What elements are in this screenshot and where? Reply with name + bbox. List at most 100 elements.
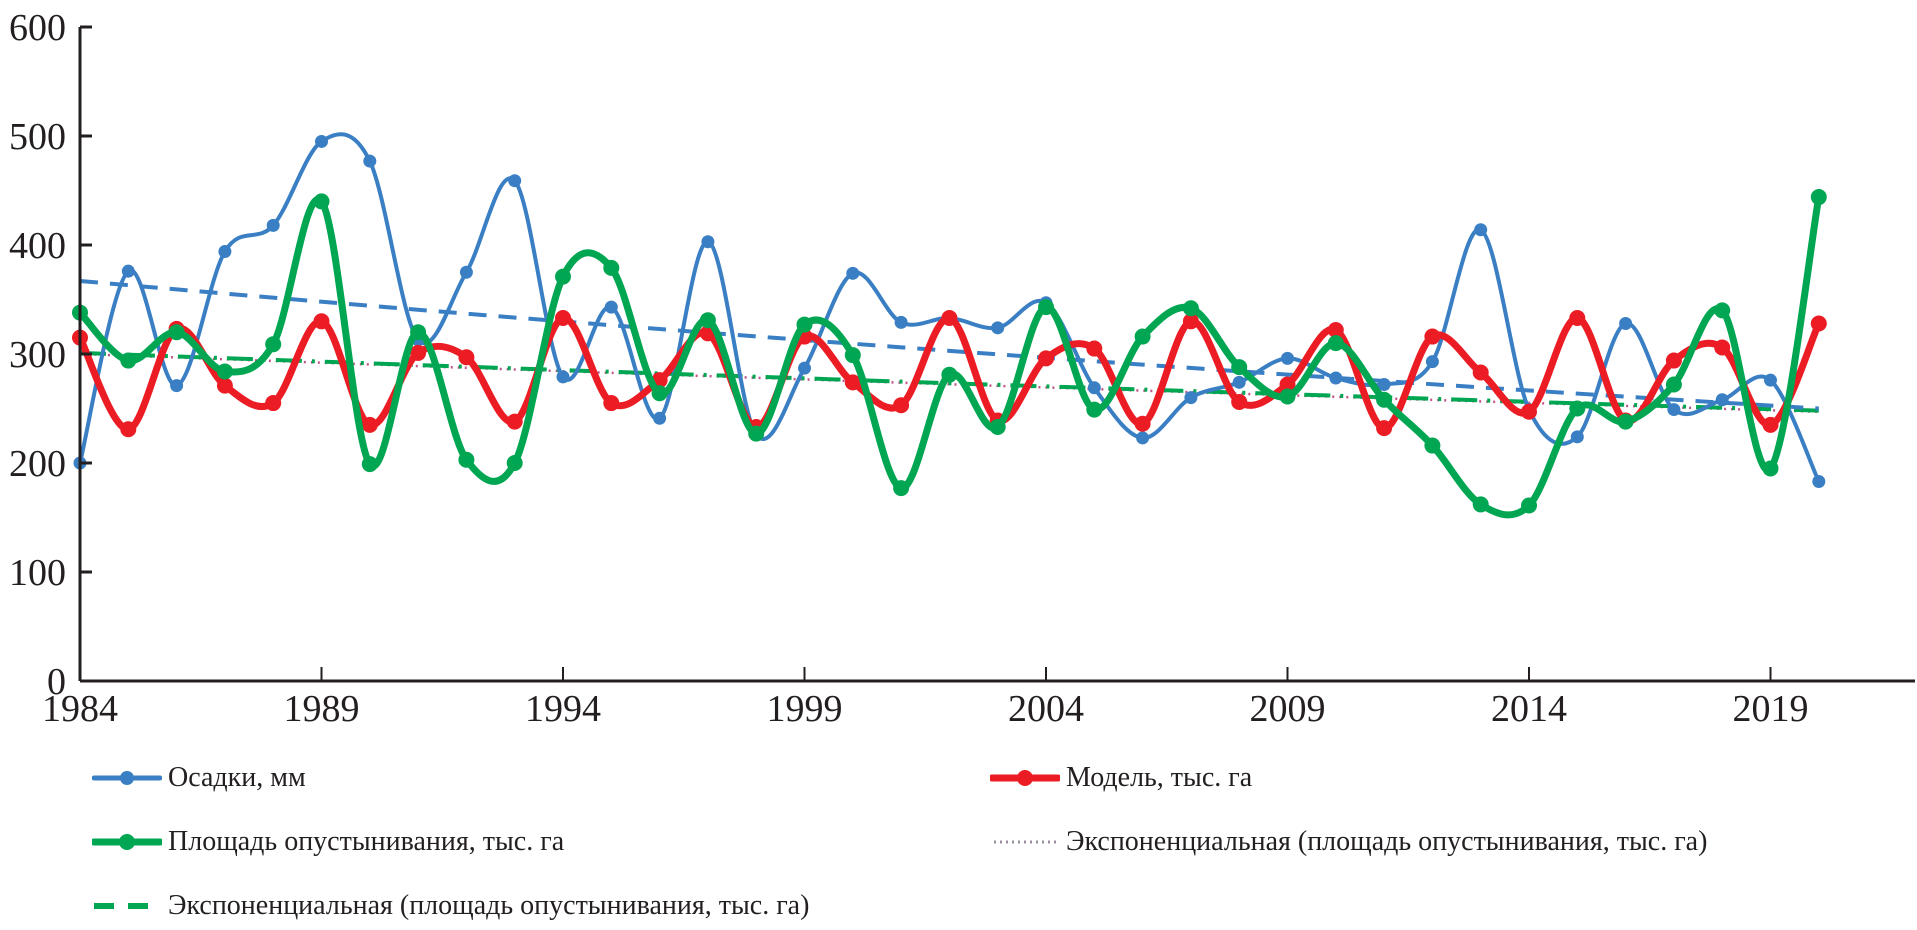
x-tick-label: 1984 [42, 688, 118, 730]
precipitation-point [315, 134, 328, 148]
precipitation-point [1184, 391, 1198, 405]
y-tick-label: 600 [9, 7, 66, 49]
y-tick-label: 500 [9, 116, 66, 158]
desertification-area-point [989, 419, 1006, 436]
legend-item-desert-area: Площадь опустынивания, тыс. га [92, 826, 564, 858]
model-point [506, 413, 523, 430]
x-tick-label: 2019 [1733, 688, 1809, 730]
model-point [361, 416, 378, 433]
model-point [265, 395, 282, 412]
precipitation-point [1474, 223, 1488, 237]
desertification-area-point [216, 363, 233, 380]
desertification-area-point [941, 366, 958, 383]
legend-label: Осадки, мм [168, 762, 306, 793]
desertification-area-point [1182, 300, 1199, 317]
desertification-area-point [1376, 391, 1393, 408]
x-tick-label: 2004 [1008, 688, 1084, 730]
legend-label: Площадь опустынивания, тыс. га [168, 826, 565, 857]
legend-item-exp-trend-dotted: Экспоненциальная (площадь опустынивания,… [990, 826, 1707, 858]
model-point [941, 310, 958, 327]
precipitation-point [1715, 393, 1729, 407]
desertification-area-point [1810, 189, 1827, 206]
exp-trend-green-dashed-line [79, 350, 1819, 413]
model-point [1762, 416, 1779, 433]
model-point [603, 395, 620, 412]
desertification-area-point [844, 347, 861, 364]
model-point [1231, 393, 1248, 410]
desertification-area-point [1279, 388, 1296, 405]
blue-line-marker-icon [92, 768, 162, 788]
desertification-area-point [1569, 400, 1586, 417]
precipitation-point [1232, 375, 1246, 389]
desertification-area-point [1134, 328, 1151, 345]
x-tick-label: 1994 [525, 688, 601, 730]
precipitation-point [556, 370, 570, 384]
model-point [1376, 420, 1393, 437]
precipitation-point [1812, 475, 1826, 489]
precipitation-point [1570, 430, 1584, 444]
precipitation-point [266, 218, 280, 232]
legend-item-model: Модель, тыс. га [990, 762, 1252, 794]
x-ticks: 1984 1989 1994 1999 2004 2009 2014 2019 [42, 667, 1809, 730]
desertification-area-point [120, 352, 137, 369]
desertification-area-point [1038, 299, 1054, 316]
desertification-area-point [555, 268, 571, 285]
model-point [1424, 328, 1441, 345]
precipitation-point [798, 361, 811, 375]
legend-label: Модель, тыс. га [1066, 762, 1253, 793]
desertification-area-point [893, 480, 910, 497]
legend-label: Экспоненциальная (площадь опустынивания,… [1066, 826, 1708, 857]
desertification-area-series [72, 189, 1827, 519]
model-point [1665, 352, 1682, 369]
desertification-area-point [1472, 496, 1489, 513]
desertification-area-point [1665, 376, 1682, 393]
model-point [120, 421, 137, 438]
desertification-area-point [410, 324, 427, 341]
desertification-area-point [1327, 335, 1344, 352]
precipitation-point [1329, 371, 1343, 385]
desertification-area-point [796, 316, 813, 333]
model-point [1279, 376, 1296, 393]
model-point [1327, 322, 1344, 339]
model-point [844, 374, 861, 391]
precipitation-point [363, 154, 377, 168]
precipitation-point [1619, 316, 1633, 330]
legend-item-exp-trend-dashed: Экспоненциальная (площадь опустынивания,… [92, 890, 809, 922]
precipitation-point [218, 245, 232, 259]
precipitation-point [1087, 381, 1101, 395]
desertification-area-point [1762, 460, 1779, 477]
model-point [893, 397, 910, 414]
desertification-area-point [361, 456, 378, 473]
precipitation-point [1281, 351, 1294, 365]
chart: 0 100 200 300 400 500 600 1984 1989 1994 1999 2004… [9, 7, 1915, 730]
precipitation-point [894, 315, 908, 329]
trend-lines [79, 278, 1819, 414]
model-point [1714, 339, 1731, 356]
model-point [1182, 313, 1199, 330]
model-point [1521, 403, 1537, 420]
precipitation-point [604, 300, 618, 314]
red-line-marker-icon [990, 768, 1060, 788]
green-line-marker-icon [92, 832, 162, 852]
precipitation-point [991, 321, 1005, 335]
model-point [1086, 340, 1103, 357]
legend-label: Экспоненциальная (площадь опустынивания,… [168, 890, 810, 921]
y-tick-label: 100 [9, 552, 66, 594]
precip-trend-dashed-line [79, 278, 1819, 411]
precipitation-point [1764, 373, 1777, 387]
model-point [1569, 310, 1586, 327]
desertification-area-point [603, 259, 620, 276]
x-tick-label: 2009 [1250, 688, 1326, 730]
precipitation-point [459, 265, 473, 279]
y-tick-label: 0 [47, 661, 66, 703]
y-tick-label: 200 [9, 443, 66, 485]
model-point [410, 344, 427, 361]
precipitation-point [1425, 355, 1439, 369]
y-tick-label: 400 [9, 225, 66, 267]
precipitation-point [653, 411, 667, 425]
model-point [1472, 364, 1489, 381]
desertification-area-point [1231, 359, 1248, 376]
desertification-area-point [458, 451, 475, 468]
precipitation-point [701, 235, 715, 249]
precipitation-point [121, 264, 135, 278]
